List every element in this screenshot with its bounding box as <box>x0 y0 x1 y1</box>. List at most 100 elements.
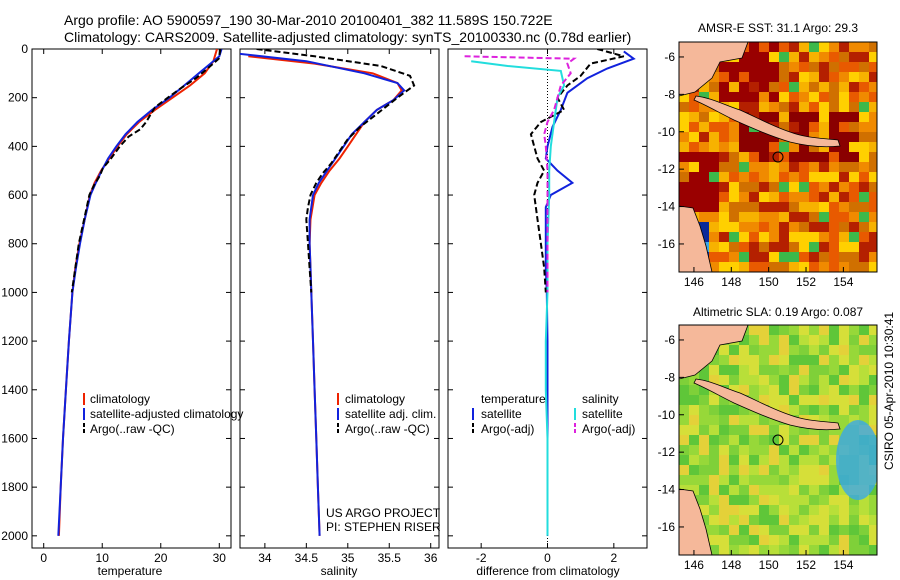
sla-cell <box>729 475 739 485</box>
sla-cell <box>789 345 799 355</box>
sst-cell <box>779 62 789 72</box>
sla-cell <box>749 535 759 545</box>
timestamp: CSIRO 05-Apr-2010 10:30:41 <box>882 312 896 470</box>
sla-cell <box>809 455 819 465</box>
sla-cell <box>809 325 819 335</box>
sla-cell <box>789 475 799 485</box>
sst-cell <box>739 52 749 62</box>
map-y-tick-label: -10 <box>658 125 676 139</box>
sst-cell <box>819 202 829 212</box>
sla-cell <box>869 535 877 545</box>
x-tick-label: 35 <box>341 551 355 565</box>
sla-cell <box>729 435 739 445</box>
sst-cell <box>709 82 719 92</box>
sst-cell <box>729 62 739 72</box>
x-tick-label: -2 <box>476 551 487 565</box>
sla-cell <box>779 545 789 555</box>
sst-cell <box>789 42 799 52</box>
temperature-xlabel: temperature <box>98 564 163 578</box>
sst-cell <box>839 152 849 162</box>
sla-cell <box>679 475 689 485</box>
sst-cell <box>859 252 869 262</box>
sst-cell <box>759 232 769 242</box>
map-y-tick-label: -14 <box>658 200 676 214</box>
sla-cell <box>779 365 789 375</box>
sla-cell <box>709 515 719 525</box>
sla-cell <box>849 535 859 545</box>
sst-cell <box>739 242 749 252</box>
legend-header-temperature: temperature <box>481 392 546 406</box>
sla-cell <box>719 355 729 365</box>
sst-cell <box>759 142 769 152</box>
sla-cell <box>719 365 729 375</box>
sst-cell <box>689 132 699 142</box>
sla-cell <box>779 485 789 495</box>
sla-cell <box>809 515 819 525</box>
sst-cell <box>729 212 739 222</box>
sst-cell <box>749 232 759 242</box>
sla-cell <box>799 405 809 415</box>
sst-cell <box>789 262 799 272</box>
sla-cell <box>779 355 789 365</box>
sla-cell <box>769 425 779 435</box>
sla-cell <box>839 355 849 365</box>
difference-profile-temp-argo-line <box>529 49 625 293</box>
sla-cell <box>839 505 849 515</box>
sla-cell <box>799 335 809 345</box>
difference-legend: temperature salinity satellite Argo(-adj… <box>472 392 635 436</box>
sla-cell <box>759 425 769 435</box>
map-y-tick-label: -10 <box>658 408 676 422</box>
sst-cell <box>689 202 699 212</box>
sst-cell <box>679 192 689 202</box>
sst-cell <box>759 102 769 112</box>
sst-cell <box>839 52 849 62</box>
sla-cell <box>709 485 719 495</box>
sst-cell <box>719 172 729 182</box>
legend-label-argo: Argo(..raw -QC) <box>90 422 175 436</box>
sst-cell <box>829 172 839 182</box>
sla-cell <box>749 335 759 345</box>
sla-cell <box>749 385 759 395</box>
sla-cell <box>829 425 839 435</box>
sst-cell <box>779 102 789 112</box>
sst-cell <box>859 222 869 232</box>
sla-cell <box>729 365 739 375</box>
sla-cell <box>849 355 859 365</box>
sst-cell <box>709 242 719 252</box>
sla-cell <box>709 545 719 555</box>
sla-cell <box>809 375 819 385</box>
sst-cell <box>829 222 839 232</box>
sst-cell <box>869 72 877 82</box>
sst-cell <box>779 242 789 252</box>
sst-cell <box>849 42 859 52</box>
sst-cell <box>809 142 819 152</box>
sla-cell <box>729 425 739 435</box>
legend-header-salinity: salinity <box>582 392 619 406</box>
sla-cell <box>799 425 809 435</box>
sla-cell <box>839 495 849 505</box>
sst-cell <box>849 212 859 222</box>
sst-cell <box>839 182 849 192</box>
map-x-tick-label: 152 <box>796 275 816 289</box>
sst-cell <box>849 152 859 162</box>
sst-cell <box>859 52 869 62</box>
sst-cell <box>719 162 729 172</box>
sla-cell <box>739 375 749 385</box>
sla-cell <box>779 345 789 355</box>
x-tick-label: 34.5 <box>295 551 319 565</box>
sla-cell <box>799 395 809 405</box>
sla-cell <box>699 485 709 495</box>
land-peninsula <box>693 378 841 431</box>
sst-cell <box>719 192 729 202</box>
sst-cell <box>719 252 729 262</box>
sla-cell <box>719 525 729 535</box>
sst-cell <box>839 42 849 52</box>
sla-cell <box>799 345 809 355</box>
sst-cell <box>809 122 819 132</box>
salinity-legend: climatology satellite adj. clim. Argo(..… <box>337 392 436 436</box>
sst-cell <box>799 222 809 232</box>
sst-cell <box>759 222 769 232</box>
sla-cell <box>689 405 699 415</box>
sst-cell <box>819 132 829 142</box>
sst-cell <box>799 252 809 262</box>
